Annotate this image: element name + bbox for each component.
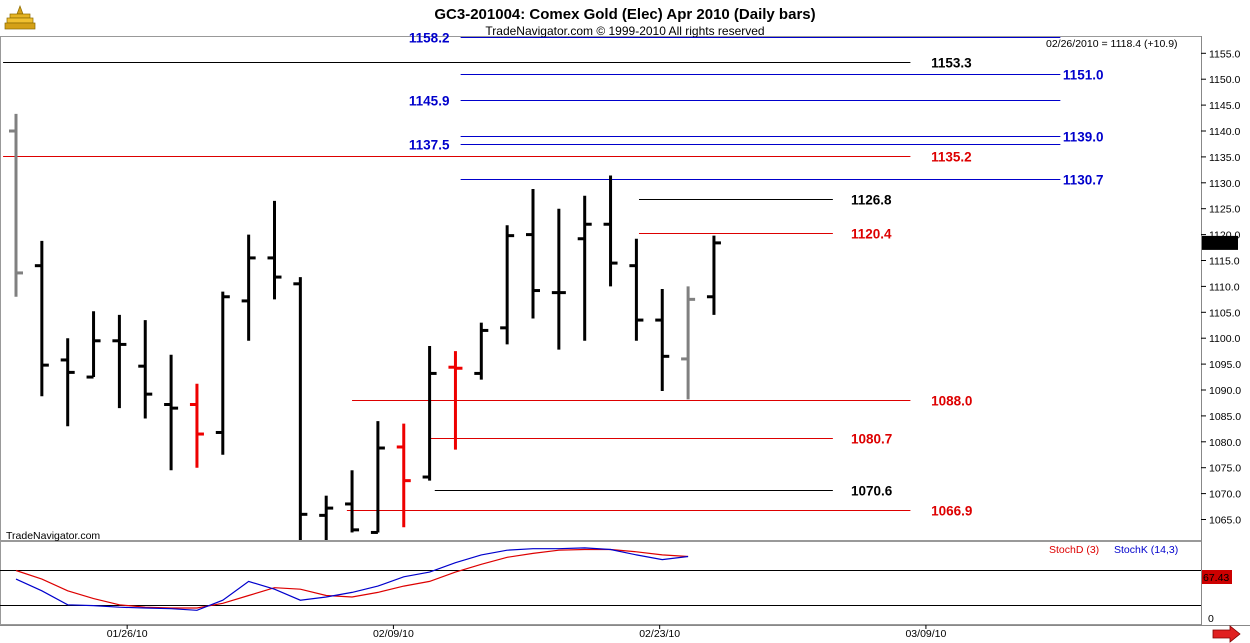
level-label: 1158.2 bbox=[409, 31, 450, 46]
level-label: 1120.4 bbox=[851, 227, 892, 242]
y-tick-label: 1100.0 bbox=[1209, 333, 1240, 345]
x-tick-label: 02/23/10 bbox=[639, 628, 680, 640]
y-tick-label: 1110.0 bbox=[1209, 281, 1240, 293]
current-price-label: 1118.4 bbox=[1204, 238, 1235, 250]
price-levels: 1158.2 1153.3 1151.0 1145.9 1139.0 1137.5 1135… bbox=[3, 31, 1103, 519]
scroll-right-arrow-icon[interactable] bbox=[1212, 625, 1241, 643]
y-tick-label: 1130.0 bbox=[1209, 178, 1240, 190]
ohlc-bar bbox=[681, 286, 696, 400]
x-tick-label: 02/09/10 bbox=[373, 628, 414, 640]
ohlc-bar bbox=[603, 175, 618, 287]
y-tick-label: 1080.0 bbox=[1209, 437, 1241, 449]
chart-title: GC3-201004: Comex Gold (Elec) Apr 2010 (… bbox=[434, 6, 815, 23]
level-label: 1139.0 bbox=[1063, 130, 1104, 145]
y-tick-label: 1070.0 bbox=[1209, 489, 1241, 501]
y-tick-label: 1065.0 bbox=[1209, 515, 1241, 527]
ohlc-bar bbox=[241, 234, 256, 341]
price-panel-frame bbox=[0, 36, 1202, 541]
y-tick-label: 1140.0 bbox=[1209, 126, 1240, 138]
ohlc-bar bbox=[215, 291, 230, 455]
level-label: 1130.7 bbox=[1063, 173, 1104, 188]
ohlc-bar bbox=[370, 421, 385, 534]
level-label: 1126.8 bbox=[851, 193, 892, 208]
ohlc-bar bbox=[60, 338, 75, 427]
price-bars bbox=[9, 113, 721, 540]
level-label: 1145.9 bbox=[409, 94, 450, 109]
last-price-info: 02/26/2010 = 1118.4 (+10.9) bbox=[1046, 38, 1178, 50]
ohlc-bar bbox=[138, 320, 153, 419]
indicator-value-label: 67.43 bbox=[1203, 572, 1229, 584]
ohlc-bar bbox=[655, 288, 670, 392]
ohlc-bar bbox=[34, 240, 49, 397]
ohlc-bar bbox=[112, 314, 127, 409]
y-tick-label: 1145.0 bbox=[1209, 100, 1240, 112]
y-tick-label: 1155.0 bbox=[1209, 48, 1240, 60]
level-label: 1137.5 bbox=[409, 138, 450, 153]
ohlc-bar bbox=[474, 322, 489, 380]
ohlc-bar bbox=[551, 208, 566, 350]
ohlc-bar bbox=[526, 189, 540, 319]
stoch-k-series-line bbox=[15, 547, 689, 611]
x-tick-label: 01/26/10 bbox=[107, 628, 148, 640]
ohlc-bar bbox=[448, 351, 463, 450]
level-label: 1088.0 bbox=[931, 394, 972, 409]
ohlc-bar bbox=[629, 238, 644, 341]
ohlc-bar bbox=[9, 113, 23, 297]
current-price-tag: 1118.4 bbox=[1202, 235, 1238, 250]
indicator-value-tag: 67.43 bbox=[1202, 570, 1232, 584]
ohlc-bar bbox=[267, 200, 282, 300]
watermark-text: TradeNavigator.com bbox=[6, 530, 100, 542]
ohlc-bar bbox=[319, 495, 334, 540]
indicator-panel-frame bbox=[0, 541, 1202, 625]
y-tick-label: 1105.0 bbox=[1209, 307, 1240, 319]
ohlc-bar bbox=[164, 354, 179, 471]
chart-subtitle: TradeNavigator.com © 1999-2010 All right… bbox=[485, 24, 764, 38]
level-label: 1066.9 bbox=[931, 504, 972, 519]
stoch-k-label: StochK (14,3) bbox=[1114, 544, 1178, 556]
ohlc-bar bbox=[500, 225, 515, 345]
level-label: 1135.2 bbox=[931, 150, 972, 165]
ohlc-bar bbox=[396, 423, 411, 528]
level-label: 1080.7 bbox=[851, 432, 892, 447]
ohlc-bar bbox=[345, 470, 360, 533]
level-label: 1070.6 bbox=[851, 484, 893, 499]
ohlc-bar bbox=[189, 383, 204, 468]
y-axis-ticks: 1065.0 1070.0 1075.0 1080.0 1085.0 1090.0 1095… bbox=[1201, 48, 1241, 527]
trade-navigator-logo-icon[interactable] bbox=[3, 3, 37, 34]
ohlc-bar bbox=[577, 195, 592, 341]
y-tick-label: 1135.0 bbox=[1209, 152, 1240, 164]
y-tick-label: 1090.0 bbox=[1209, 385, 1241, 397]
level-label: 1153.3 bbox=[931, 56, 972, 71]
level-label: 1151.0 bbox=[1063, 68, 1104, 83]
y-tick-label: 1150.0 bbox=[1209, 74, 1240, 86]
y-tick-label: 1085.0 bbox=[1209, 411, 1241, 423]
ohlc-bar bbox=[706, 235, 721, 315]
x-axis-ticks: 01/26/10 02/09/10 02/23/10 03/09/10 bbox=[107, 625, 947, 640]
x-tick-label: 03/09/10 bbox=[905, 628, 946, 640]
indicator-zero-label: 0 bbox=[1208, 613, 1214, 625]
stoch-d-series-line bbox=[15, 548, 689, 609]
ohlc-bar bbox=[422, 345, 437, 481]
ohlc-bar bbox=[293, 277, 308, 540]
y-tick-label: 1125.0 bbox=[1209, 204, 1240, 216]
stoch-d-label: StochD (3) bbox=[1049, 544, 1099, 556]
y-tick-label: 1115.0 bbox=[1209, 256, 1240, 268]
y-tick-label: 1075.0 bbox=[1209, 463, 1241, 475]
y-tick-label: 1095.0 bbox=[1209, 359, 1241, 371]
ohlc-bar bbox=[86, 311, 101, 379]
